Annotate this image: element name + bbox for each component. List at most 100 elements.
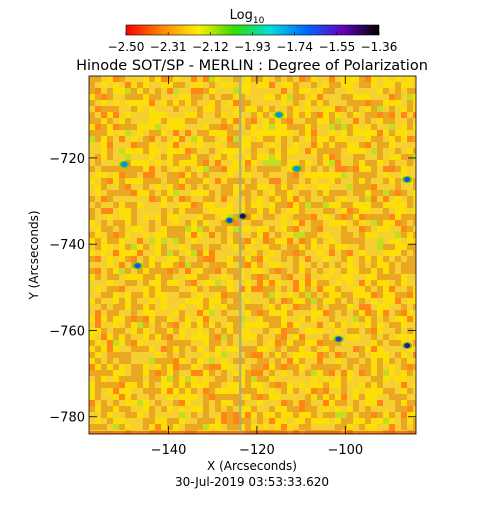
heatmap-cell [113,94,119,100]
heatmap-cell [215,334,221,340]
heatmap-cell [155,388,161,394]
heatmap-cell [113,196,119,202]
heatmap-cell [347,364,353,370]
heatmap-cell [275,418,281,424]
heatmap-cell [95,364,101,370]
heatmap-cell [245,184,251,190]
heatmap-cell [143,214,149,220]
heatmap-cell [161,388,167,394]
heatmap-cell [107,388,113,394]
heatmap-cell [143,160,149,166]
heatmap-cell [371,178,377,184]
heatmap-cell [173,160,179,166]
heatmap-cell [125,334,131,340]
heatmap-cell [377,376,383,382]
heatmap-cell [377,106,383,112]
heatmap-cell [173,316,179,322]
heatmap-cell [143,400,149,406]
heatmap-cell [401,82,407,88]
heatmap-cell [341,184,347,190]
heatmap-cell [203,82,209,88]
heatmap-cell [221,364,227,370]
heatmap-cell [221,178,227,184]
heatmap-cell [191,226,197,232]
heatmap-cell [347,376,353,382]
heatmap-cell [281,256,287,262]
heatmap-cell [149,190,155,196]
heatmap-cell [131,304,137,310]
heatmap-cell [125,322,131,328]
heatmap-cell [341,202,347,208]
heatmap-cell [377,88,383,94]
heatmap-cell [185,76,191,82]
heatmap-cell [413,112,416,118]
heatmap-cell [323,82,329,88]
heatmap-cell [149,346,155,352]
heatmap-cell [113,232,119,238]
heatmap-cell [287,214,293,220]
heatmap-cell [281,352,287,358]
heatmap-cell [389,136,395,142]
heatmap-cell [233,184,239,190]
heatmap-cell [263,112,269,118]
heatmap-cell [209,190,215,196]
heatmap-cell [377,370,383,376]
heatmap-cell [101,214,107,220]
heatmap-cell [239,322,245,328]
heatmap-cell [203,100,209,106]
heatmap-cell [245,280,251,286]
heatmap-cell [143,142,149,148]
heatmap-cell [209,322,215,328]
heatmap-cell [227,274,233,280]
heatmap-cell [371,334,377,340]
heatmap-cell [95,160,101,166]
heatmap-cell [173,346,179,352]
heatmap-cell [413,100,416,106]
heatmap-cell [143,334,149,340]
heatmap-cell [209,298,215,304]
heatmap-cell [317,340,323,346]
heatmap-cell [275,124,281,130]
heatmap-cell [245,142,251,148]
heatmap-cell [131,244,137,250]
heatmap-cell [197,178,203,184]
heatmap-cell [221,250,227,256]
heatmap-cell [113,424,119,430]
heatmap-cell [113,346,119,352]
heatmap-cell [383,166,389,172]
heatmap-cell [293,118,299,124]
heatmap-cell [131,292,137,298]
heatmap-cell [89,298,95,304]
heatmap-cell [299,406,305,412]
heatmap-cell [221,196,227,202]
heatmap-cell [347,88,353,94]
heatmap-cell [113,166,119,172]
heatmap-cell [341,118,347,124]
heatmap-cell [185,262,191,268]
heatmap-cell [353,244,359,250]
heatmap-cell [317,316,323,322]
heatmap-cell [329,220,335,226]
heatmap-cell [377,340,383,346]
heatmap-cell [263,280,269,286]
heatmap-cell [347,220,353,226]
heatmap-cell [305,100,311,106]
heatmap-cell [401,166,407,172]
heatmap-cell [245,118,251,124]
heatmap-cell [167,400,173,406]
heatmap-cell [227,340,233,346]
heatmap-cell [119,382,125,388]
heatmap-cell [377,388,383,394]
heatmap-cell [215,352,221,358]
heatmap-cell [275,166,281,172]
heatmap-cell [203,190,209,196]
heatmap-cell [221,94,227,100]
heatmap-cell [101,220,107,226]
heatmap-cell [263,202,269,208]
heatmap-cell [179,418,185,424]
heatmap-cell [197,334,203,340]
heatmap-cell [257,310,263,316]
heatmap-cell [203,340,209,346]
heatmap-cell [347,106,353,112]
heatmap-cell [251,94,257,100]
